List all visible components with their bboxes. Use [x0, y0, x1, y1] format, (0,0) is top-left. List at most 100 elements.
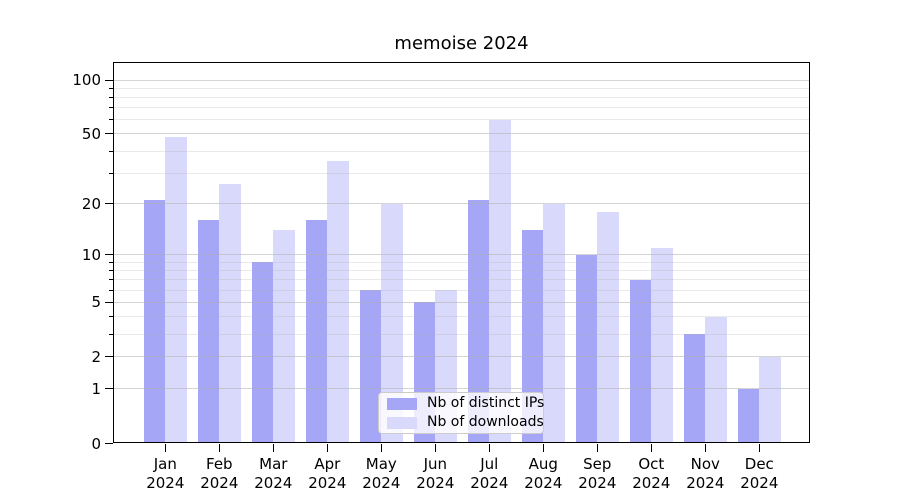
bar-downloads	[705, 316, 727, 444]
y-tick	[105, 133, 113, 135]
y-tick-label: 1	[91, 379, 101, 398]
legend-item-distinct-ips: Nb of distinct IPs	[387, 396, 544, 411]
x-tick-label: Apr 2024	[297, 455, 357, 493]
legend-swatch-distinct-ips	[387, 397, 417, 410]
x-tick-label: Mar 2024	[243, 455, 303, 493]
gridline-major	[113, 388, 810, 390]
x-tick-label-line: May	[365, 454, 397, 473]
gridline-major	[113, 254, 810, 256]
gridline-minor	[113, 96, 810, 98]
y-minor-tick	[109, 172, 113, 174]
y-minor-tick	[109, 107, 113, 109]
bar-downloads	[597, 211, 619, 444]
y-tick-label: 50	[81, 124, 101, 143]
bar-downloads	[651, 247, 673, 444]
gridline-minor	[113, 172, 810, 174]
x-tick	[542, 443, 544, 452]
x-tick-label-line: Aug	[528, 454, 558, 473]
x-tick-label: Sep 2024	[567, 455, 627, 493]
x-tick-label-line: Jun	[423, 454, 448, 473]
x-tick	[596, 443, 598, 452]
chart-title: memoise 2024	[394, 33, 529, 54]
legend-swatch-downloads	[387, 416, 417, 429]
x-tick-label-line: Mar	[259, 454, 288, 473]
bar-distinct-ips	[737, 388, 760, 444]
x-tick-label-line: 2024	[254, 473, 293, 492]
x-tick-label-line: 2024	[362, 473, 401, 492]
legend-label-distinct-ips: Nb of distinct IPs	[427, 395, 545, 411]
x-tick-label-line: 2024	[524, 473, 563, 492]
x-tick-label: Nov 2024	[675, 455, 735, 493]
x-tick-label-line: 2024	[740, 473, 779, 492]
x-tick	[218, 443, 220, 452]
gridline-minor	[113, 279, 810, 281]
x-tick-label: Jan 2024	[135, 455, 195, 493]
x-tick-label-line: Oct	[638, 454, 665, 473]
x-tick-label: Dec 2024	[729, 455, 789, 493]
x-tick-label: May 2024	[351, 455, 411, 493]
gridline-minor	[113, 261, 810, 263]
y-minor-tick	[109, 150, 113, 152]
bar-downloads	[543, 203, 565, 444]
x-tick	[758, 443, 760, 452]
gridline-minor	[113, 269, 810, 271]
bar-downloads	[381, 203, 403, 444]
bar-downloads	[165, 137, 187, 444]
x-tick-label-line: 2024	[308, 473, 347, 492]
legend-item-downloads: Nb of downloads	[387, 415, 544, 430]
bar-downloads	[759, 356, 781, 444]
gridline-major	[113, 356, 810, 358]
x-tick-label: Oct 2024	[621, 455, 681, 493]
x-tick-label-line: Apr	[314, 454, 341, 473]
x-tick-label-line: 2024	[200, 473, 239, 492]
bar-distinct-ips	[197, 220, 220, 444]
gridline-minor	[113, 119, 810, 121]
x-tick-label-line: Jul	[480, 454, 499, 473]
x-tick	[488, 443, 490, 452]
bar-distinct-ips	[251, 262, 274, 444]
y-tick-label: 5	[91, 293, 101, 312]
y-tick	[105, 388, 113, 390]
x-tick-label-line: 2024	[686, 473, 725, 492]
x-tick-label-line: Sep	[583, 454, 612, 473]
gridline-major	[113, 203, 810, 205]
x-tick-label-line: 2024	[578, 473, 617, 492]
x-tick-label-line: Dec	[744, 454, 774, 473]
x-tick-label: Jul 2024	[459, 455, 519, 493]
y-tick-label: 100	[72, 71, 101, 90]
bar-downloads	[219, 183, 241, 444]
gridline-major	[113, 301, 810, 303]
x-tick-label-line: Nov	[690, 454, 720, 473]
y-tick	[105, 254, 113, 256]
bar-distinct-ips	[629, 279, 652, 444]
y-tick	[105, 301, 113, 303]
y-minor-tick	[109, 289, 113, 291]
gridline-minor	[113, 316, 810, 318]
x-tick	[650, 443, 652, 452]
x-tick	[380, 443, 382, 452]
gridline-minor	[113, 289, 810, 291]
y-tick	[105, 443, 113, 444]
gridline-minor	[113, 150, 810, 152]
y-minor-tick	[109, 261, 113, 263]
x-tick	[272, 443, 274, 452]
y-minor-tick	[109, 96, 113, 98]
legend: Nb of distinct IPs Nb of downloads	[378, 392, 544, 434]
bar-downloads	[489, 119, 511, 444]
x-tick-label-line: 2024	[146, 473, 185, 492]
y-tick-label: 10	[81, 245, 101, 264]
bar-distinct-ips	[575, 254, 598, 444]
y-minor-tick	[109, 333, 113, 335]
bar-distinct-ips	[359, 290, 382, 444]
bar-distinct-ips	[521, 230, 544, 444]
bar-distinct-ips	[143, 200, 166, 444]
y-minor-tick	[109, 316, 113, 318]
x-tick-label-line: 2024	[632, 473, 671, 492]
bar-distinct-ips	[467, 200, 490, 444]
gridline-major	[113, 79, 810, 81]
x-tick-label-line: Jan	[153, 454, 177, 473]
x-tick	[164, 443, 166, 452]
y-tick	[105, 203, 113, 205]
legend-label-downloads: Nb of downloads	[427, 414, 544, 430]
